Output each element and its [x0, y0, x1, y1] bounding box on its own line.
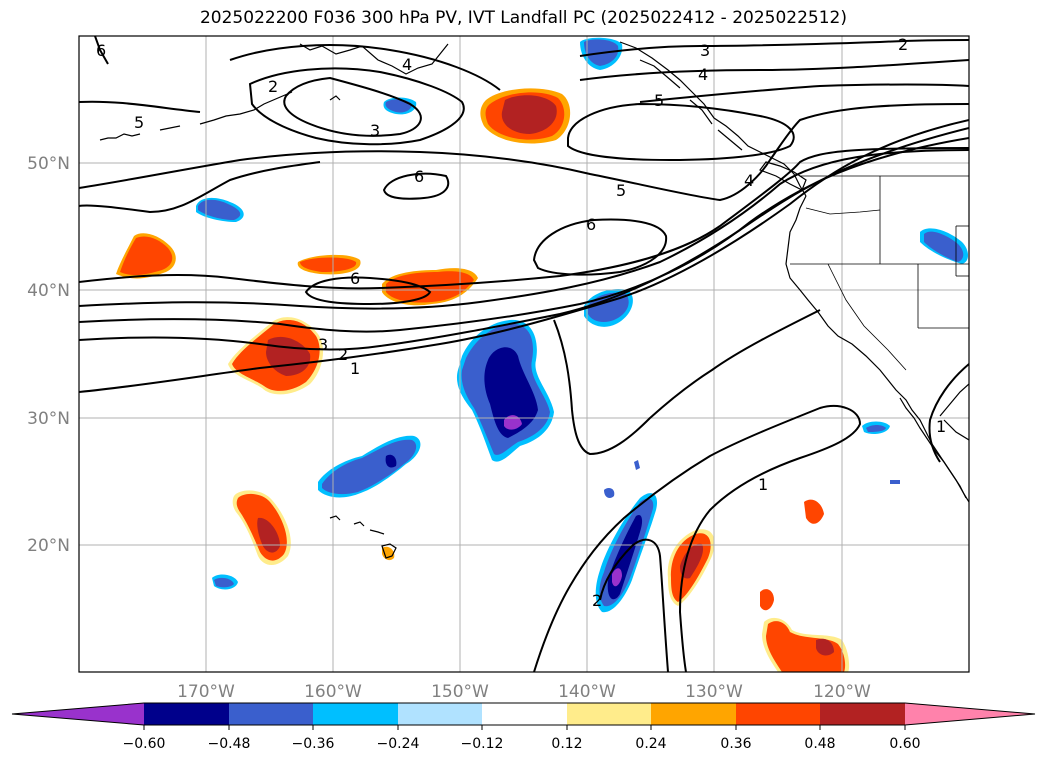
contour-label: 2 — [898, 35, 908, 54]
colorbar: −0.60 −0.48 −0.36 −0.24 −0.12 0.12 0.24 … — [11, 702, 1036, 752]
pv-blob-146w-negative — [456, 319, 554, 462]
lat-tick-label: 40°N — [27, 281, 70, 301]
map-content: 6 5 2 3 4 3 4 5 2 6 5 6 4 6 3 2 1 1 2 1 — [79, 35, 969, 672]
pv-blob-small-2 — [804, 499, 824, 524]
pv-blob-175w — [116, 233, 176, 279]
map-title: 2025022200 F036 300 hPa PV, IVT Landfall… — [199, 8, 847, 28]
lon-tick-label: 160°W — [304, 682, 362, 702]
lat-tick-label: 50°N — [27, 154, 70, 174]
colorbar-tick-label: −0.24 — [377, 736, 420, 752]
lat-tick-label: 30°N — [27, 409, 70, 429]
lon-tick-label: 170°W — [177, 682, 235, 702]
contour-label: 1 — [758, 475, 768, 494]
pv-blob-160w — [297, 254, 361, 275]
colorbar-segment — [482, 703, 567, 725]
colorbar-segment — [229, 703, 313, 725]
lon-axis: 170°W 160°W 150°W 140°W 130°W 120°W — [177, 682, 871, 702]
colorbar-segment — [736, 703, 820, 725]
contour-label: 3 — [700, 41, 710, 60]
colorbar-segment — [12, 703, 144, 725]
colorbar-segment — [820, 703, 905, 725]
contour-label: 6 — [414, 167, 424, 186]
contour-label: 2 — [268, 77, 278, 96]
contour-label: 1 — [936, 417, 946, 436]
contour-label: 6 — [96, 41, 106, 60]
colorbar-tick-label: 0.48 — [804, 736, 835, 752]
pv-blob-169w — [196, 197, 244, 222]
lat-tick-label: 20°N — [27, 536, 70, 556]
colorbar-tick-label: −0.36 — [292, 736, 335, 752]
contour-label: 3 — [370, 121, 380, 140]
pv-blob-123w-south — [762, 617, 850, 672]
contour-labels: 6 5 2 3 4 3 4 5 2 6 5 6 4 6 3 2 1 1 2 1 — [96, 35, 946, 610]
lon-tick-label: 130°W — [685, 682, 743, 702]
contour-label: 3 — [318, 335, 328, 354]
lat-axis: 20°N 30°N 40°N 50°N — [27, 154, 70, 556]
contour-label: 1 — [350, 359, 360, 378]
colorbar-tick-label: 0.36 — [720, 736, 751, 752]
pv-blob-157w — [318, 435, 421, 498]
contour-label: 6 — [350, 269, 360, 288]
contour-label: 5 — [134, 113, 144, 132]
contour-label: 5 — [616, 181, 626, 200]
pv-blob-166w — [232, 490, 291, 565]
contour-label: 2 — [592, 591, 602, 610]
contour-label: 4 — [744, 171, 754, 190]
colorbar-tick-label: 0.60 — [889, 736, 920, 752]
ivt-contours — [79, 36, 969, 672]
coastlines — [99, 41, 969, 559]
colorbar-tick-label: 0.24 — [635, 736, 666, 752]
contour-label: 2 — [338, 345, 348, 364]
contour-label: 6 — [586, 215, 596, 234]
lon-tick-label: 140°W — [558, 682, 616, 702]
pv-blob-north-positive — [480, 88, 571, 144]
colorbar-segment — [398, 703, 482, 725]
colorbar-segment — [651, 703, 736, 725]
contour-label: 4 — [698, 65, 708, 84]
contour-label: 4 — [402, 55, 412, 74]
colorbar-segment — [144, 703, 229, 725]
colorbar-segment — [313, 703, 398, 725]
colorbar-tick-label: −0.12 — [461, 736, 504, 752]
lon-tick-label: 120°W — [813, 682, 871, 702]
colorbar-tick-label: 0.12 — [551, 736, 582, 752]
contour-label: 5 — [654, 91, 664, 110]
colorbar-ticks — [143, 725, 906, 730]
pv-blob-small-1 — [760, 589, 774, 611]
colorbar-segment — [905, 703, 1035, 725]
lon-tick-label: 150°W — [431, 682, 489, 702]
colorbar-segment — [567, 703, 651, 725]
colorbar-tick-label: −0.48 — [208, 736, 251, 752]
map-frame — [78, 35, 970, 673]
colorbar-tick-label: −0.60 — [123, 736, 166, 752]
